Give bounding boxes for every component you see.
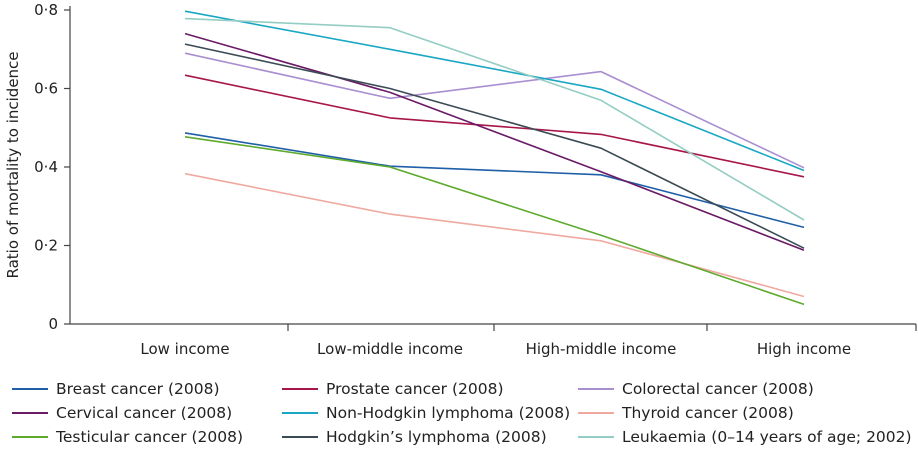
legend: Breast cancer (2008) Prostate cancer (200… xyxy=(0,376,918,455)
axes: 0 0·2 0·4 0·6 0·8 Low income Low-middle income… xyxy=(34,1,917,358)
legend-item: Prostate cancer (2008) xyxy=(282,378,504,400)
x-tick-label: Low-middle income xyxy=(317,340,463,358)
legend-item: Testicular cancer (2008) xyxy=(12,426,243,448)
legend-item: Hodgkin’s lymphoma (2008) xyxy=(282,426,547,448)
series-line-non-hodgkin-lymphoma-2008 xyxy=(184,10,805,172)
series-line-testicular-cancer-2008 xyxy=(184,136,805,306)
legend-swatch xyxy=(282,412,318,414)
y-tick-label: 0·8 xyxy=(34,1,58,19)
series-line-colorectal-cancer-2008 xyxy=(184,52,805,169)
legend-label: Non-Hodgkin lymphoma (2008) xyxy=(326,404,571,422)
series-line-breast-cancer-2008 xyxy=(184,132,805,229)
series-line-prostate-cancer-2008 xyxy=(184,74,805,178)
legend-label: Colorectal cancer (2008) xyxy=(622,380,814,398)
x-tick-label: High-middle income xyxy=(526,340,677,358)
legend-label: Prostate cancer (2008) xyxy=(326,380,504,398)
legend-item: Cervical cancer (2008) xyxy=(12,402,232,424)
legend-swatch xyxy=(12,388,48,390)
y-tick-label: 0·6 xyxy=(34,80,58,98)
legend-item: Non-Hodgkin lymphoma (2008) xyxy=(282,402,570,424)
legend-swatch xyxy=(282,388,318,390)
y-tick-label: 0·4 xyxy=(34,158,58,176)
series-line-leukaemia-0-14-years-of-age-2002 xyxy=(184,17,805,221)
x-tick-label: High income xyxy=(757,340,851,358)
y-tick-label: 0 xyxy=(48,315,58,333)
legend-label: Cervical cancer (2008) xyxy=(56,404,233,422)
legend-label: Leukaemia (0–14 years of age; 2002) xyxy=(622,428,912,446)
legend-swatch xyxy=(578,436,614,438)
legend-swatch xyxy=(12,412,48,414)
legend-label: Hodgkin’s lymphoma (2008) xyxy=(326,428,547,446)
y-axis-title: Ratio of mortality to incidence xyxy=(4,51,22,278)
legend-item: Breast cancer (2008) xyxy=(12,378,220,400)
legend-item: Thyroid cancer (2008) xyxy=(578,402,794,424)
y-tick-label: 0·2 xyxy=(34,237,58,255)
legend-label: Testicular cancer (2008) xyxy=(56,428,244,446)
legend-swatch xyxy=(578,412,614,414)
series-line-cervical-cancer-2008 xyxy=(184,32,805,251)
legend-item: Leukaemia (0–14 years of age; 2002) xyxy=(578,426,912,448)
legend-item: Colorectal cancer (2008) xyxy=(578,378,814,400)
legend-swatch xyxy=(578,388,614,390)
x-tick-label: Low income xyxy=(140,340,229,358)
series-lines xyxy=(184,10,805,306)
line-chart: 0 0·2 0·4 0·6 0·8 Low income Low-middle income… xyxy=(4,1,917,358)
series-line-thyroid-cancer-2008 xyxy=(184,172,805,298)
legend-label: Thyroid cancer (2008) xyxy=(622,404,794,422)
series-line-hodgkin-s-lymphoma-2008 xyxy=(184,43,805,249)
legend-swatch xyxy=(12,436,48,438)
legend-swatch xyxy=(282,436,318,438)
legend-label: Breast cancer (2008) xyxy=(56,380,220,398)
